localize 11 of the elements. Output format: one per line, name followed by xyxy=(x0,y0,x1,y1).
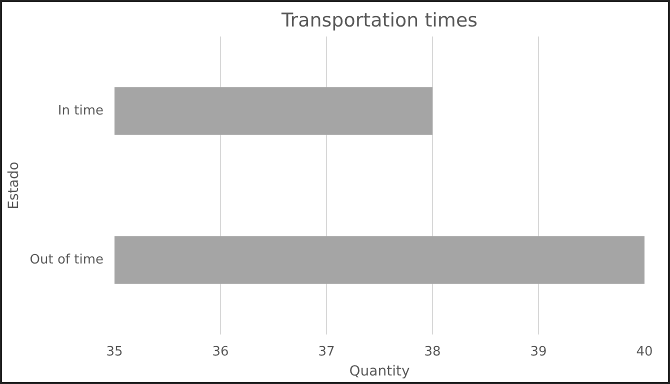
y-tick-label: Out of time xyxy=(30,252,104,268)
x-tick-label: 40 xyxy=(636,344,653,360)
x-tick-label: 37 xyxy=(318,344,335,360)
x-tick-label: 38 xyxy=(424,344,441,360)
x-tick-label: 35 xyxy=(106,344,123,360)
x-tick-label: 39 xyxy=(530,344,547,360)
y-axis-title: Estado xyxy=(6,162,22,210)
chart-title: Transportation times xyxy=(280,10,478,32)
x-axis-title: Quantity xyxy=(349,364,410,380)
y-tick-label: In time xyxy=(58,104,104,118)
x-tick-label: 36 xyxy=(212,344,229,360)
